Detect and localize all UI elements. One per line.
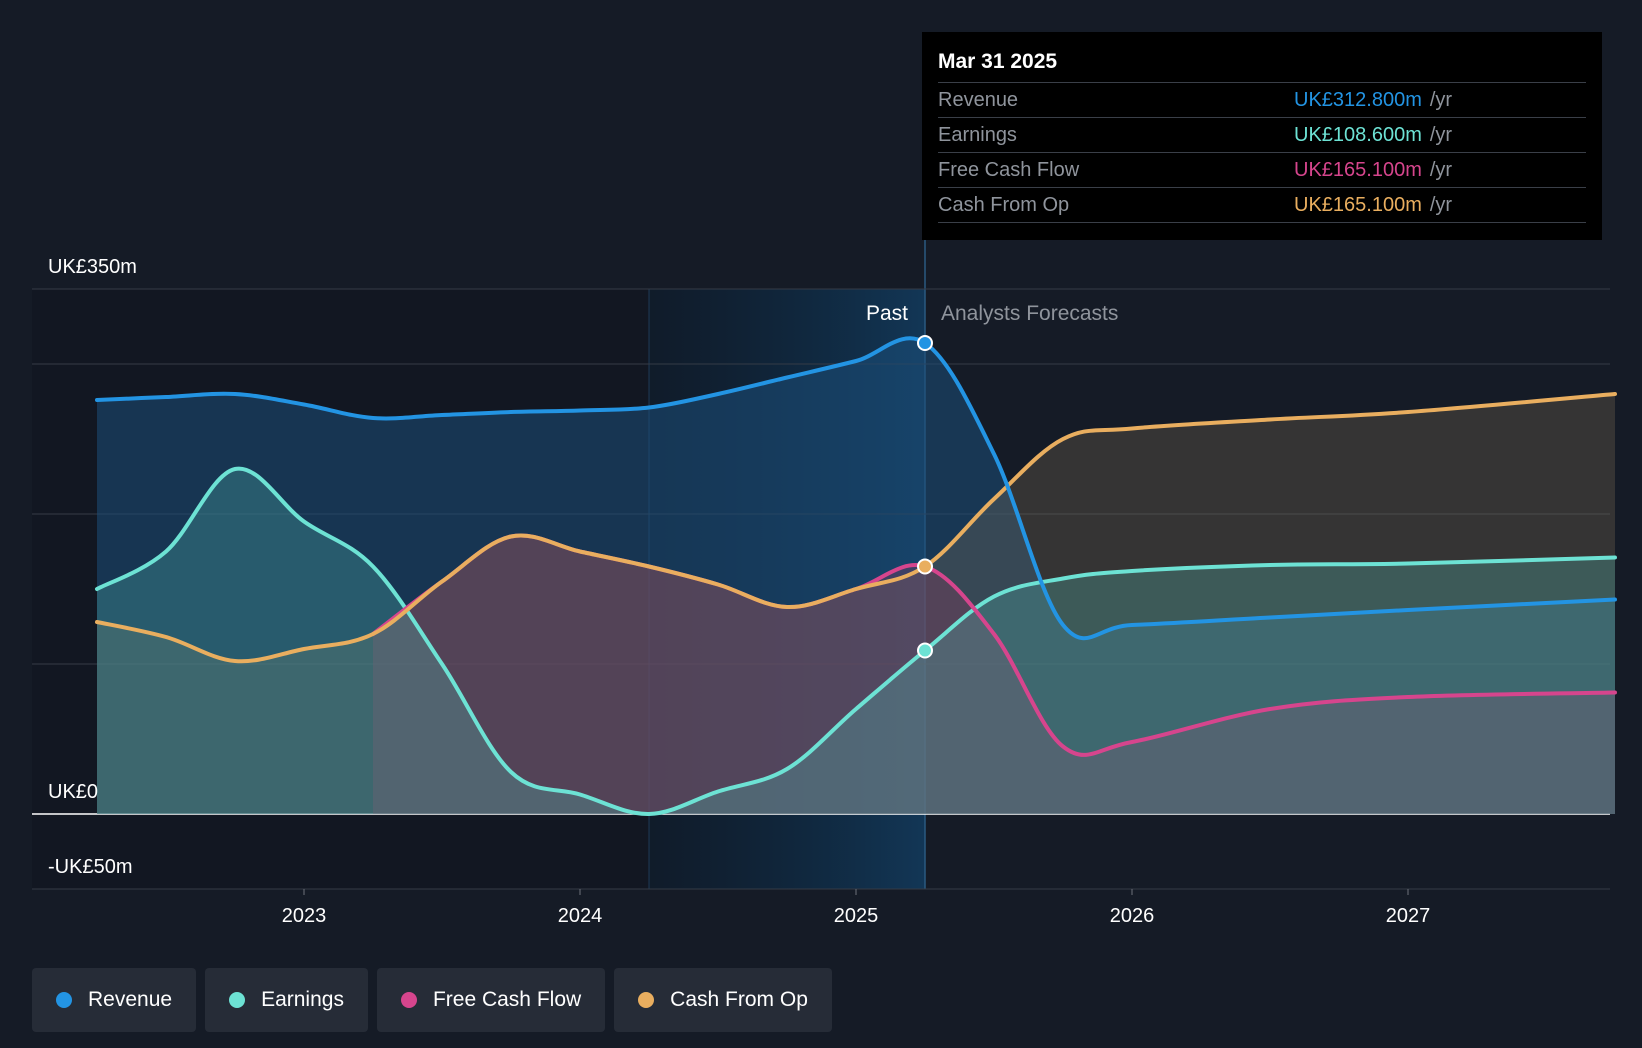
y-axis-top-label: UK£350m bbox=[48, 256, 137, 278]
area-free-cash-flow bbox=[373, 535, 1615, 814]
tooltip-date: Mar 31 2025 bbox=[938, 50, 1058, 73]
x-tick-label: 2025 bbox=[834, 905, 879, 927]
legend-item-free-cash-flow[interactable]: Free Cash Flow bbox=[376, 968, 606, 1032]
tooltip-value: UK£108.600m bbox=[1294, 123, 1422, 146]
tooltip-unit: /yr bbox=[1429, 88, 1453, 111]
tooltip-row-revenue: Revenue UK£312.800m /yr bbox=[938, 82, 1586, 117]
marker-revenue[interactable] bbox=[917, 335, 933, 351]
x-tick-label: 2023 bbox=[282, 905, 327, 927]
legend-label: Revenue bbox=[88, 988, 173, 1011]
x-tick-label: 2027 bbox=[1386, 905, 1431, 927]
tooltip-unit: /yr bbox=[1429, 193, 1453, 216]
tooltip-label: Free Cash Flow bbox=[938, 158, 1080, 181]
tooltip-label: Cash From Op bbox=[938, 193, 1070, 216]
forecast-label: Analysts Forecasts bbox=[941, 302, 1118, 325]
area-cash-from-op bbox=[97, 394, 1615, 814]
y-axis-bottom-label: -UK£50m bbox=[48, 856, 132, 878]
legend: Revenue Earnings Free Cash Flow Cash Fro… bbox=[32, 968, 832, 1032]
legend-label: Cash From Op bbox=[670, 988, 808, 1011]
legend-item-earnings[interactable]: Earnings bbox=[205, 968, 368, 1032]
tooltip-unit: /yr bbox=[1429, 123, 1453, 146]
past-label: Past bbox=[866, 302, 908, 325]
tooltip-row-cash-from-op: Cash From Op UK£165.100m /yr bbox=[938, 187, 1586, 223]
line-cash-from-op bbox=[95, 392, 1617, 664]
tooltip-row-earnings: Earnings UK£108.600m /yr bbox=[938, 117, 1586, 152]
tooltip-row-free-cash-flow: Free Cash Flow UK£165.100m /yr bbox=[938, 152, 1586, 187]
tooltip-unit: /yr bbox=[1429, 158, 1453, 181]
y-axis-zero-label: UK£0 bbox=[48, 781, 98, 803]
legend-item-cash-from-op[interactable]: Cash From Op bbox=[614, 968, 832, 1032]
legend-dot-icon bbox=[638, 992, 655, 1008]
area-revenue bbox=[97, 338, 1615, 814]
tooltip-value: UK£165.100m bbox=[1294, 158, 1422, 181]
tooltip-value: UK£312.800m bbox=[1294, 88, 1422, 111]
legend-dot-icon bbox=[229, 992, 246, 1008]
tooltip-label: Revenue bbox=[938, 88, 1019, 111]
tooltip-panel: Mar 31 2025 Revenue UK£312.800m /yr Earn… bbox=[922, 32, 1602, 240]
legend-label: Earnings bbox=[261, 988, 344, 1011]
legend-dot-icon bbox=[56, 992, 72, 1008]
marker-cash-from-op[interactable] bbox=[917, 558, 933, 575]
tooltip-value: UK£165.100m bbox=[1294, 193, 1422, 216]
line-earnings bbox=[95, 466, 1617, 817]
legend-item-revenue[interactable]: Revenue bbox=[32, 968, 197, 1032]
legend-label: Free Cash Flow bbox=[432, 988, 582, 1011]
tooltip-label: Earnings bbox=[938, 123, 1017, 146]
legend-dot-icon bbox=[400, 992, 417, 1008]
marker-earnings[interactable] bbox=[917, 642, 933, 659]
x-tick-label: 2024 bbox=[558, 905, 603, 927]
line-revenue bbox=[95, 336, 1617, 641]
x-tick-label: 2026 bbox=[1110, 905, 1155, 927]
area-earnings bbox=[97, 468, 1615, 815]
